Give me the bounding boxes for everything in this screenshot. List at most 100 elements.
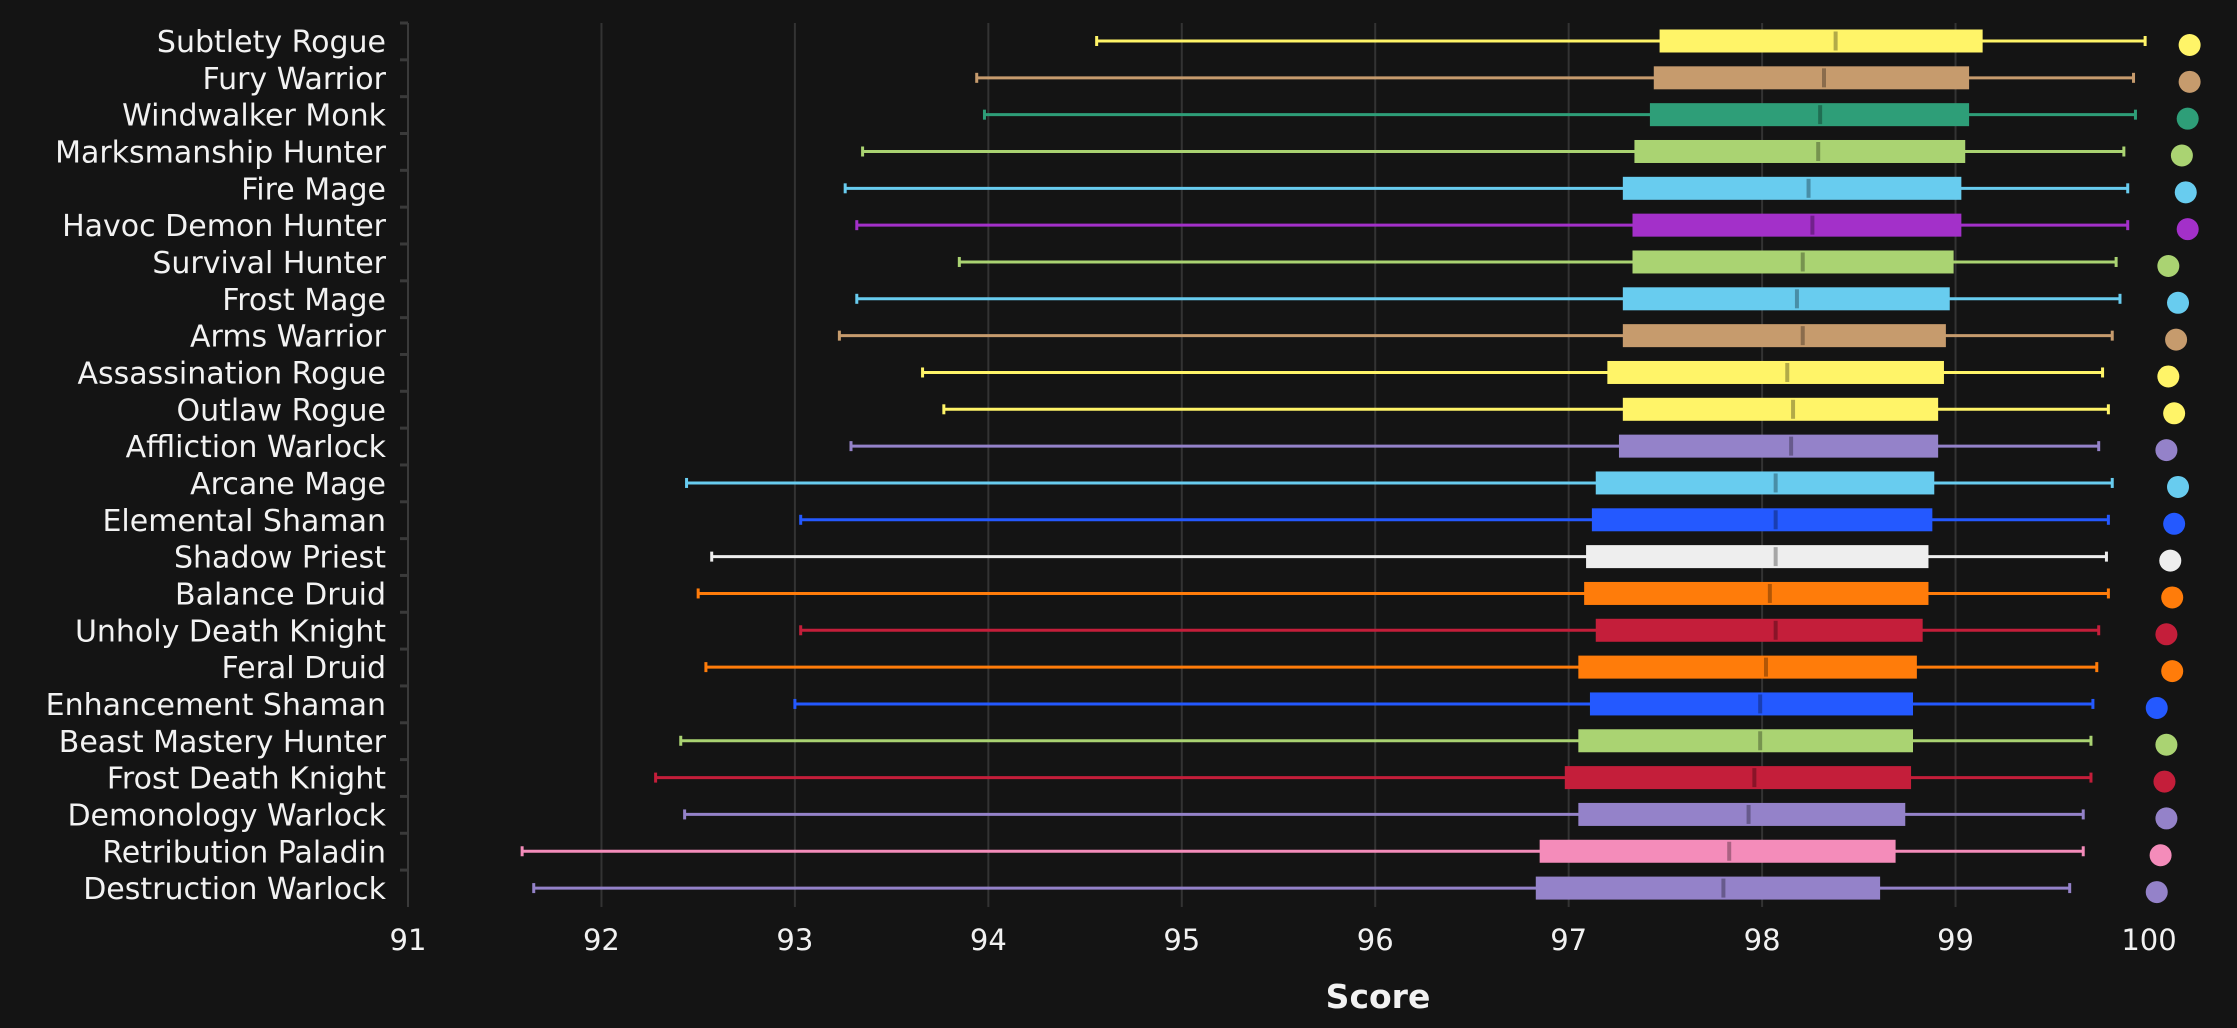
class-dot bbox=[2161, 586, 2184, 609]
box-row: Survival Hunter bbox=[152, 242, 2180, 281]
category-label: Arcane Mage bbox=[190, 467, 386, 502]
class-dot bbox=[2178, 70, 2201, 93]
iqr-box bbox=[1622, 397, 1939, 421]
class-dot bbox=[2153, 770, 2176, 793]
category-label: Subtlety Rogue bbox=[157, 25, 386, 60]
box-row: Marksmanship Hunter bbox=[55, 131, 2193, 170]
box-row: Outlaw Rogue bbox=[176, 389, 2186, 428]
box-row: Fury Warrior bbox=[202, 58, 2201, 97]
iqr-box bbox=[1595, 618, 1923, 642]
class-dot bbox=[2157, 365, 2180, 388]
class-dot bbox=[2155, 807, 2178, 830]
class-dot bbox=[2159, 549, 2182, 572]
iqr-box bbox=[1632, 213, 1962, 237]
iqr-box bbox=[1607, 360, 1944, 384]
iqr-box bbox=[1578, 729, 1913, 753]
x-tick-label: 100 bbox=[2121, 923, 2176, 957]
iqr-box bbox=[1584, 581, 1929, 605]
box-row: Elemental Shaman bbox=[102, 500, 2186, 539]
x-tick-label: 97 bbox=[1550, 923, 1587, 957]
box-row: Feral Druid bbox=[222, 647, 2184, 686]
grid-lines bbox=[600, 23, 1957, 907]
box-row: Frost Mage bbox=[222, 279, 2190, 318]
x-tick-label: 98 bbox=[1744, 923, 1781, 957]
category-label: Survival Hunter bbox=[152, 246, 386, 281]
iqr-box bbox=[1586, 545, 1929, 569]
iqr-box bbox=[1632, 250, 1954, 274]
class-dot bbox=[2163, 512, 2186, 535]
iqr-box bbox=[1634, 139, 1966, 163]
x-tick-label: 96 bbox=[1357, 923, 1394, 957]
category-label: Marksmanship Hunter bbox=[55, 135, 387, 170]
box-row: Beast Mastery Hunter bbox=[59, 721, 2178, 760]
category-label: Elemental Shaman bbox=[102, 504, 386, 539]
box-row: Arcane Mage bbox=[190, 463, 2190, 502]
category-label: Outlaw Rogue bbox=[176, 393, 386, 428]
box-row: Unholy Death Knight bbox=[75, 610, 2178, 649]
box-row: Retribution Paladin bbox=[102, 831, 2172, 870]
box-row: Affliction Warlock bbox=[126, 426, 2178, 465]
class-dot bbox=[2149, 844, 2172, 867]
category-label: Frost Death Knight bbox=[107, 762, 386, 797]
category-label: Retribution Paladin bbox=[102, 835, 386, 870]
iqr-box bbox=[1564, 766, 1912, 790]
x-tick-label: 95 bbox=[1163, 923, 1200, 957]
iqr-box bbox=[1622, 324, 1946, 348]
category-label: Balance Druid bbox=[175, 577, 386, 612]
iqr-box bbox=[1539, 839, 1896, 863]
box-row: Windwalker Monk bbox=[122, 95, 2199, 134]
iqr-box bbox=[1653, 66, 1970, 90]
category-label: Enhancement Shaman bbox=[46, 688, 386, 723]
box-row: Shadow Priest bbox=[174, 537, 2182, 576]
class-dot bbox=[2174, 181, 2197, 204]
iqr-box bbox=[1622, 287, 1950, 311]
iqr-box bbox=[1649, 103, 1970, 127]
class-dot bbox=[2161, 660, 2184, 683]
iqr-box bbox=[1589, 692, 1913, 716]
class-dot bbox=[2145, 696, 2168, 719]
iqr-box bbox=[1618, 434, 1939, 458]
box-row: Balance Druid bbox=[175, 573, 2184, 612]
class-dot bbox=[2155, 439, 2178, 462]
class-dot bbox=[2176, 218, 2199, 241]
iqr-box bbox=[1595, 471, 1935, 495]
class-dot bbox=[2178, 34, 2201, 56]
class-dot bbox=[2167, 475, 2190, 498]
class-dot bbox=[2170, 144, 2193, 167]
iqr-box bbox=[1535, 876, 1881, 900]
iqr-box bbox=[1622, 176, 1962, 200]
class-dot bbox=[2157, 254, 2180, 277]
category-label: Beast Mastery Hunter bbox=[59, 725, 387, 760]
box-row: Enhancement Shaman bbox=[46, 684, 2168, 723]
x-axis-title: Score bbox=[1326, 977, 1431, 1016]
box-row: Arms Warrior bbox=[190, 316, 2188, 355]
category-label: Feral Druid bbox=[222, 651, 387, 686]
category-label: Destruction Warlock bbox=[83, 872, 386, 907]
box-row: Frost Death Knight bbox=[107, 758, 2176, 797]
box-row: Demonology Warlock bbox=[67, 794, 2178, 833]
box-row: Destruction Warlock bbox=[83, 868, 2168, 907]
iqr-box bbox=[1591, 508, 1933, 532]
iqr-box bbox=[1578, 655, 1917, 679]
x-tick-label: 92 bbox=[583, 923, 620, 957]
category-label: Fire Mage bbox=[241, 172, 386, 207]
box-row: Havoc Demon Hunter bbox=[62, 205, 2199, 244]
x-tick-label: 93 bbox=[776, 923, 813, 957]
class-dot bbox=[2165, 328, 2188, 351]
category-label: Fury Warrior bbox=[202, 62, 386, 97]
category-label: Unholy Death Knight bbox=[75, 614, 386, 649]
iqr-box bbox=[1578, 802, 1906, 826]
category-label: Arms Warrior bbox=[190, 320, 387, 355]
box-row: Fire Mage bbox=[241, 168, 2197, 207]
category-label: Shadow Priest bbox=[174, 541, 386, 576]
x-axis-ticks: 91 92 93 94 95 96 97 98 99 100 bbox=[390, 923, 2177, 957]
x-tick-label: 91 bbox=[390, 923, 427, 957]
category-label: Affliction Warlock bbox=[126, 430, 387, 465]
x-tick-label: 94 bbox=[970, 923, 1007, 957]
class-dot bbox=[2163, 402, 2186, 425]
category-label: Assassination Rogue bbox=[77, 356, 386, 391]
iqr-box bbox=[1659, 29, 1983, 53]
category-label: Demonology Warlock bbox=[67, 798, 386, 833]
